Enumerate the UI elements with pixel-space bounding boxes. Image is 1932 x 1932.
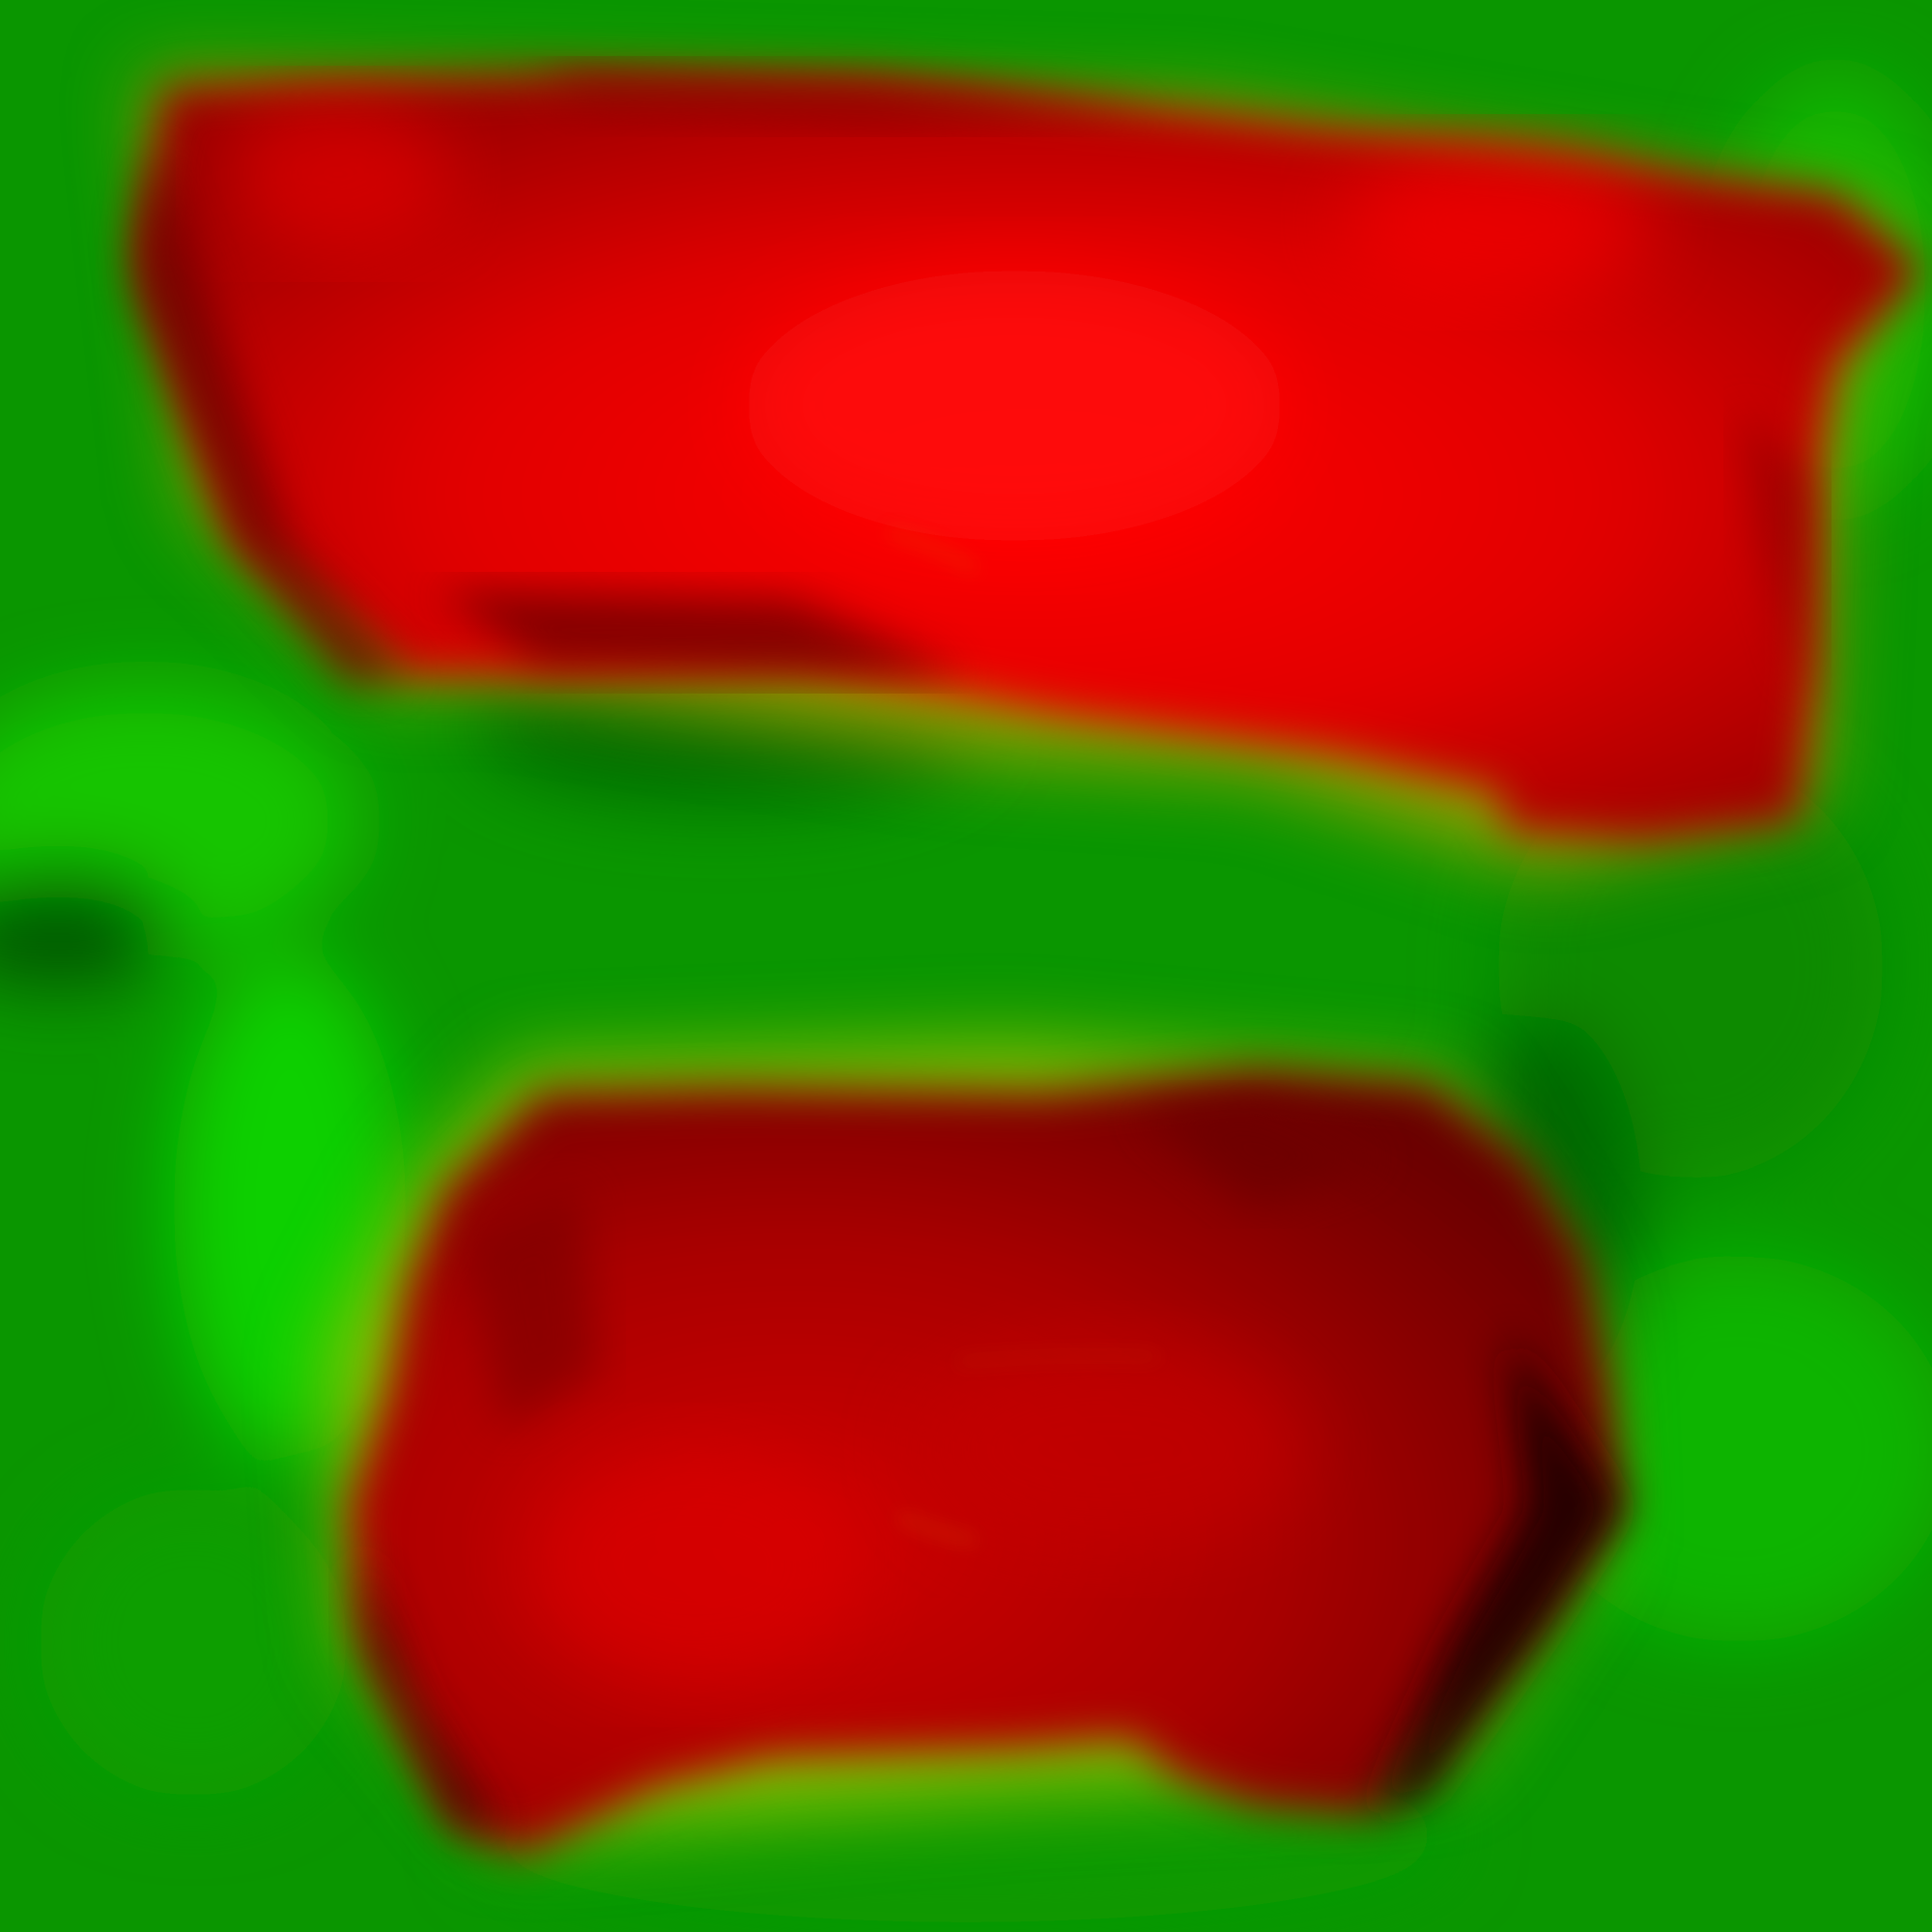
streaks xyxy=(888,528,1160,1544)
lower-red-region xyxy=(348,1067,1623,1855)
upper-red-region xyxy=(135,68,1922,840)
